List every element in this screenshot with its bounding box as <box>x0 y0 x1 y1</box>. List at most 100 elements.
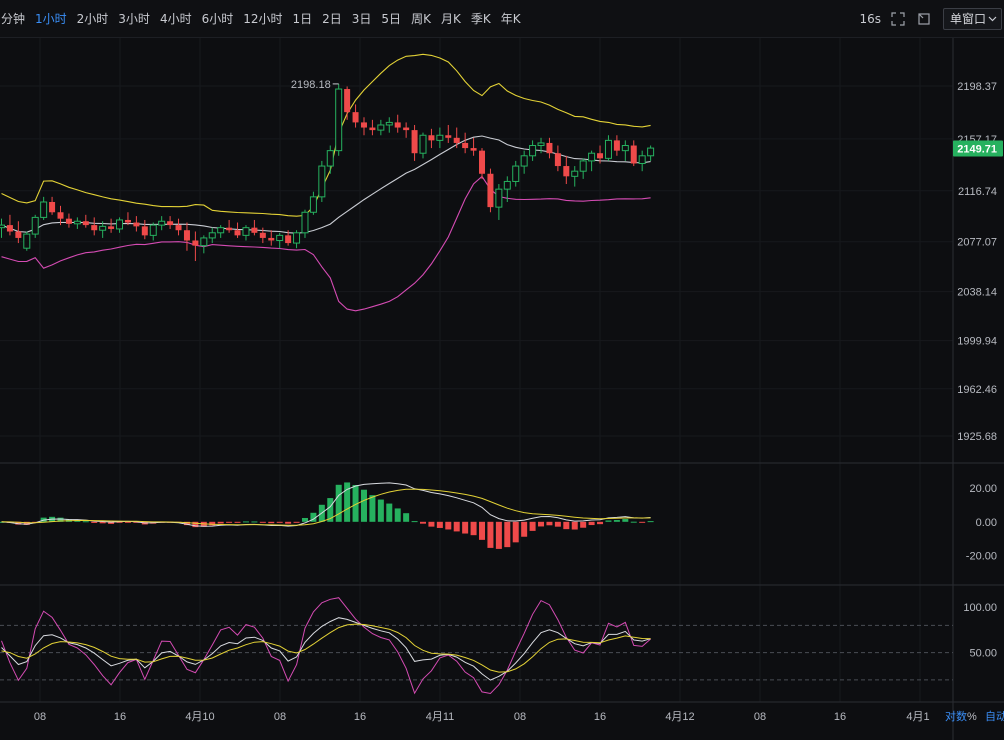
macd-bar-72 <box>605 520 612 522</box>
candle-76 <box>638 150 646 172</box>
macd-bar-22 <box>183 521 190 526</box>
candle-60 <box>503 176 511 202</box>
candle-63 <box>529 140 537 161</box>
timeframe-1[interactable]: 1小时 <box>35 12 67 26</box>
timeframe-7[interactable]: 1日 <box>292 12 313 26</box>
macd-bar-62 <box>521 521 528 537</box>
macd-bar-75 <box>630 521 637 523</box>
macd-bar-13 <box>108 521 115 524</box>
macd-bar-55 <box>462 521 469 534</box>
macd-bar-26 <box>217 521 224 524</box>
candle-74 <box>621 140 629 161</box>
window-mode-select[interactable]: 单窗口 <box>942 7 1002 30</box>
timeframe-8[interactable]: 2日 <box>322 12 342 26</box>
candle-31 <box>259 227 266 244</box>
macd-bar-54 <box>453 521 460 532</box>
macd-tick-label: 0.00 <box>976 517 997 529</box>
timeframe-11[interactable]: 周K <box>411 12 431 26</box>
candle-40 <box>335 83 343 156</box>
macd-bar-70 <box>588 521 595 526</box>
candle-59 <box>495 184 503 220</box>
timeframe-13[interactable]: 季K <box>470 12 491 26</box>
macd-bar-52 <box>436 521 443 528</box>
candle-11 <box>91 217 98 236</box>
layout-icon[interactable] <box>917 12 931 26</box>
candle-27 <box>226 219 233 233</box>
candle-29 <box>242 225 250 241</box>
time-tick-label: 08 <box>754 711 766 723</box>
candle-67 <box>563 155 570 185</box>
macd-bar-39 <box>327 498 334 522</box>
auto-scale-toggle[interactable]: 自动 <box>985 710 1004 723</box>
candle-30 <box>251 219 258 236</box>
boll-upper-line <box>1 53 651 217</box>
macd-bar-40 <box>335 484 342 522</box>
candle-22 <box>183 222 190 251</box>
candles <box>0 83 655 262</box>
macd-bar-71 <box>597 521 604 525</box>
candle-32 <box>268 230 275 246</box>
price-tick-label: 2077.07 <box>957 237 997 249</box>
kdj-k-line <box>1 617 651 681</box>
timeframe-2[interactable]: 2小时 <box>76 12 109 26</box>
time-tick-label: 4月11 <box>426 711 455 723</box>
timeframe-14[interactable]: 年K <box>500 12 521 26</box>
macd-bar-46 <box>386 503 393 522</box>
candle-50 <box>419 132 427 159</box>
candle-51 <box>428 128 435 149</box>
macd-bar-66 <box>554 521 561 527</box>
timeframe-12[interactable]: 月K <box>440 12 461 26</box>
macd-bar-16 <box>133 521 140 523</box>
macd-bar-49 <box>411 521 418 523</box>
macd-bar-68 <box>571 521 578 530</box>
macd-bar-42 <box>352 485 359 522</box>
macd-bar-47 <box>394 508 401 522</box>
candle-38 <box>318 160 326 202</box>
timeframe-9[interactable]: 3日 <box>351 12 372 26</box>
timeframe-0[interactable]: 分钟 <box>1 12 26 26</box>
timeframe-4[interactable]: 4小时 <box>159 12 192 26</box>
macd-bar-44 <box>369 495 376 522</box>
candle-33 <box>276 232 284 249</box>
macd-bar-29 <box>242 521 249 523</box>
timeframe-6[interactable]: 12小时 <box>243 12 283 26</box>
candle-42 <box>352 104 359 128</box>
time-tick-label: 4月12 <box>665 711 694 723</box>
candle-36 <box>301 209 309 238</box>
candle-0 <box>0 218 5 238</box>
candle-69 <box>579 158 587 179</box>
time-tick-label: 4月10 <box>185 711 214 723</box>
candle-54 <box>453 127 460 149</box>
time-tick-label: 4月1 <box>906 711 929 723</box>
timeframe-3[interactable]: 3小时 <box>118 12 150 26</box>
boll-mid-line <box>1 135 651 234</box>
timeframe-5[interactable]: 6小时 <box>201 12 234 26</box>
macd-bar-53 <box>445 521 452 530</box>
last-price-label: 2149.71 <box>957 143 997 155</box>
candle-10 <box>82 214 89 228</box>
macd-dea-line <box>1 488 651 526</box>
macd-bar-69 <box>580 521 587 528</box>
candle-66 <box>554 145 561 172</box>
candle-4 <box>31 214 39 238</box>
macd-bar-56 <box>470 521 477 536</box>
timeframe-10[interactable]: 5日 <box>381 12 402 26</box>
chart-toolbar: 分钟 1小时 2小时 3小时 4小时 6小时 12小时 1日 2日 3日 5日 周K 月K 季K 年K 16… <box>0 0 1004 38</box>
macd-bar-57 <box>479 521 486 540</box>
candle-7 <box>57 205 64 226</box>
candle-75 <box>630 140 637 167</box>
candle-49 <box>411 124 418 161</box>
chart-canvas[interactable]: 2198.18 2198.372157.172116.742077.072038.… <box>0 38 1004 740</box>
percent-scale-toggle[interactable]: % <box>967 711 977 723</box>
last-price-tag: 2149.71 <box>953 140 1003 157</box>
chart-area[interactable]: 2198.18 2198.37 2157.17 2116.74 2077.07 2038.… <box>0 38 1004 740</box>
fullscreen-icon[interactable] <box>891 11 905 26</box>
candle-14 <box>116 217 124 233</box>
log-scale-toggle[interactable]: 对数 <box>945 709 967 723</box>
macd-bar-27 <box>226 521 233 523</box>
macd-bar-59 <box>495 521 502 549</box>
candle-28 <box>234 222 241 238</box>
candle-25 <box>208 227 216 244</box>
interval-readout: 16s <box>859 11 881 26</box>
candle-8 <box>65 213 72 228</box>
